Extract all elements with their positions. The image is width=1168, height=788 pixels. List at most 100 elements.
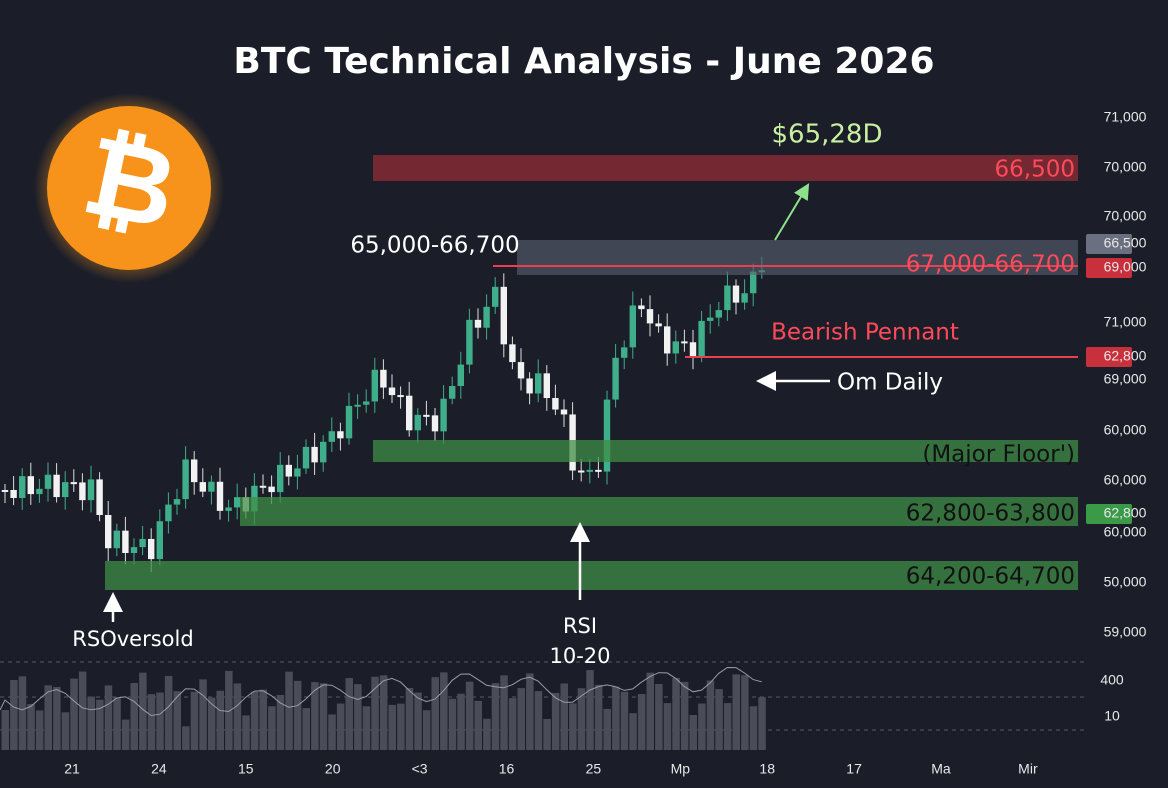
candle	[87, 479, 95, 501]
candle	[19, 476, 26, 498]
time-label: 24	[151, 761, 167, 777]
candle	[62, 482, 69, 498]
candle	[302, 446, 310, 469]
zones	[105, 155, 1078, 590]
candle	[483, 306, 490, 328]
annotation: RSI	[563, 614, 597, 638]
volume-bar	[689, 714, 697, 750]
volume-bar	[749, 706, 758, 750]
volume-bar	[130, 682, 138, 750]
candle	[689, 342, 697, 357]
candle	[603, 399, 611, 472]
candle	[225, 507, 232, 511]
price-label: 62,800	[1104, 505, 1147, 521]
volume-bar	[199, 679, 207, 750]
volume-bar	[293, 680, 302, 750]
volume-bar	[78, 671, 87, 750]
annotation: Bearish Pennant	[771, 320, 959, 346]
candle	[320, 441, 327, 463]
volume-bar	[371, 676, 379, 750]
candle	[423, 414, 430, 417]
candle	[646, 309, 654, 324]
volume-bar	[672, 677, 680, 750]
candle	[612, 357, 619, 400]
annotation: RSOversold	[72, 627, 193, 651]
volume-bar	[741, 675, 749, 750]
price-label: 70,000	[1104, 159, 1147, 175]
candle	[96, 479, 103, 515]
volume-bar	[182, 726, 190, 750]
volume-bar	[250, 691, 259, 750]
volume-bar	[629, 713, 637, 750]
candle	[165, 504, 172, 522]
candle	[698, 320, 705, 357]
time-label: 20	[325, 761, 341, 777]
candle	[70, 482, 77, 485]
volume-bar	[698, 703, 706, 750]
candle	[53, 474, 60, 498]
candle	[500, 286, 507, 345]
volume-bar	[448, 698, 457, 750]
candle	[337, 431, 344, 439]
volume-bar	[268, 706, 276, 750]
price-tag	[1086, 504, 1132, 524]
time-label: Ma	[931, 761, 951, 777]
price-label: 71,000	[1104, 314, 1147, 330]
annotation: 65,000-66,700	[350, 233, 519, 259]
volume-label: 400	[1100, 672, 1124, 688]
annotation: 62,800-63,800	[906, 501, 1075, 527]
candle	[449, 386, 456, 399]
volume-bar	[508, 698, 517, 750]
volume-bar	[500, 675, 508, 750]
candle	[79, 482, 86, 501]
volume-bar	[113, 697, 121, 750]
volume-bar	[655, 684, 663, 750]
price-tag	[1086, 258, 1132, 278]
candle	[750, 271, 757, 294]
candle	[664, 326, 671, 354]
volume-bar	[207, 697, 216, 750]
rsi-line	[0, 666, 762, 717]
candle	[182, 459, 189, 500]
candle	[578, 470, 585, 473]
candle	[354, 404, 361, 407]
volume-bar	[139, 672, 147, 750]
candle	[560, 409, 568, 415]
volume-bar	[336, 703, 345, 750]
volume-bar	[543, 718, 551, 750]
candle	[268, 486, 275, 493]
candle	[457, 364, 464, 387]
candle	[191, 459, 198, 483]
volume-bar	[680, 681, 689, 750]
volume-label: 10	[1104, 708, 1120, 724]
candle	[234, 497, 241, 508]
volume-bar	[620, 691, 629, 750]
volume-bar	[96, 699, 104, 750]
candle	[36, 488, 43, 495]
candle	[586, 469, 593, 472]
volume-bar	[121, 719, 130, 750]
candle	[259, 485, 267, 488]
candle	[466, 319, 473, 365]
candle	[216, 481, 224, 511]
volume-bar	[53, 686, 61, 750]
candle	[672, 341, 679, 354]
annotation: 67,000-66,700	[906, 252, 1075, 278]
candle	[277, 464, 284, 493]
price-label: 69,000	[1104, 371, 1147, 387]
time-label: 17	[846, 761, 862, 777]
volume-bar	[715, 689, 723, 750]
volume-bar	[594, 684, 603, 750]
candle	[130, 547, 138, 554]
volume-bar	[285, 671, 293, 750]
support-zone	[105, 561, 1078, 590]
volume-bar	[233, 683, 242, 750]
candle	[535, 373, 542, 394]
candle	[139, 538, 146, 548]
price-label: 62,800	[1104, 348, 1147, 364]
volume-bar	[603, 708, 611, 750]
candle	[285, 464, 292, 477]
volume-bar	[225, 670, 233, 750]
volume-bar	[612, 686, 620, 750]
